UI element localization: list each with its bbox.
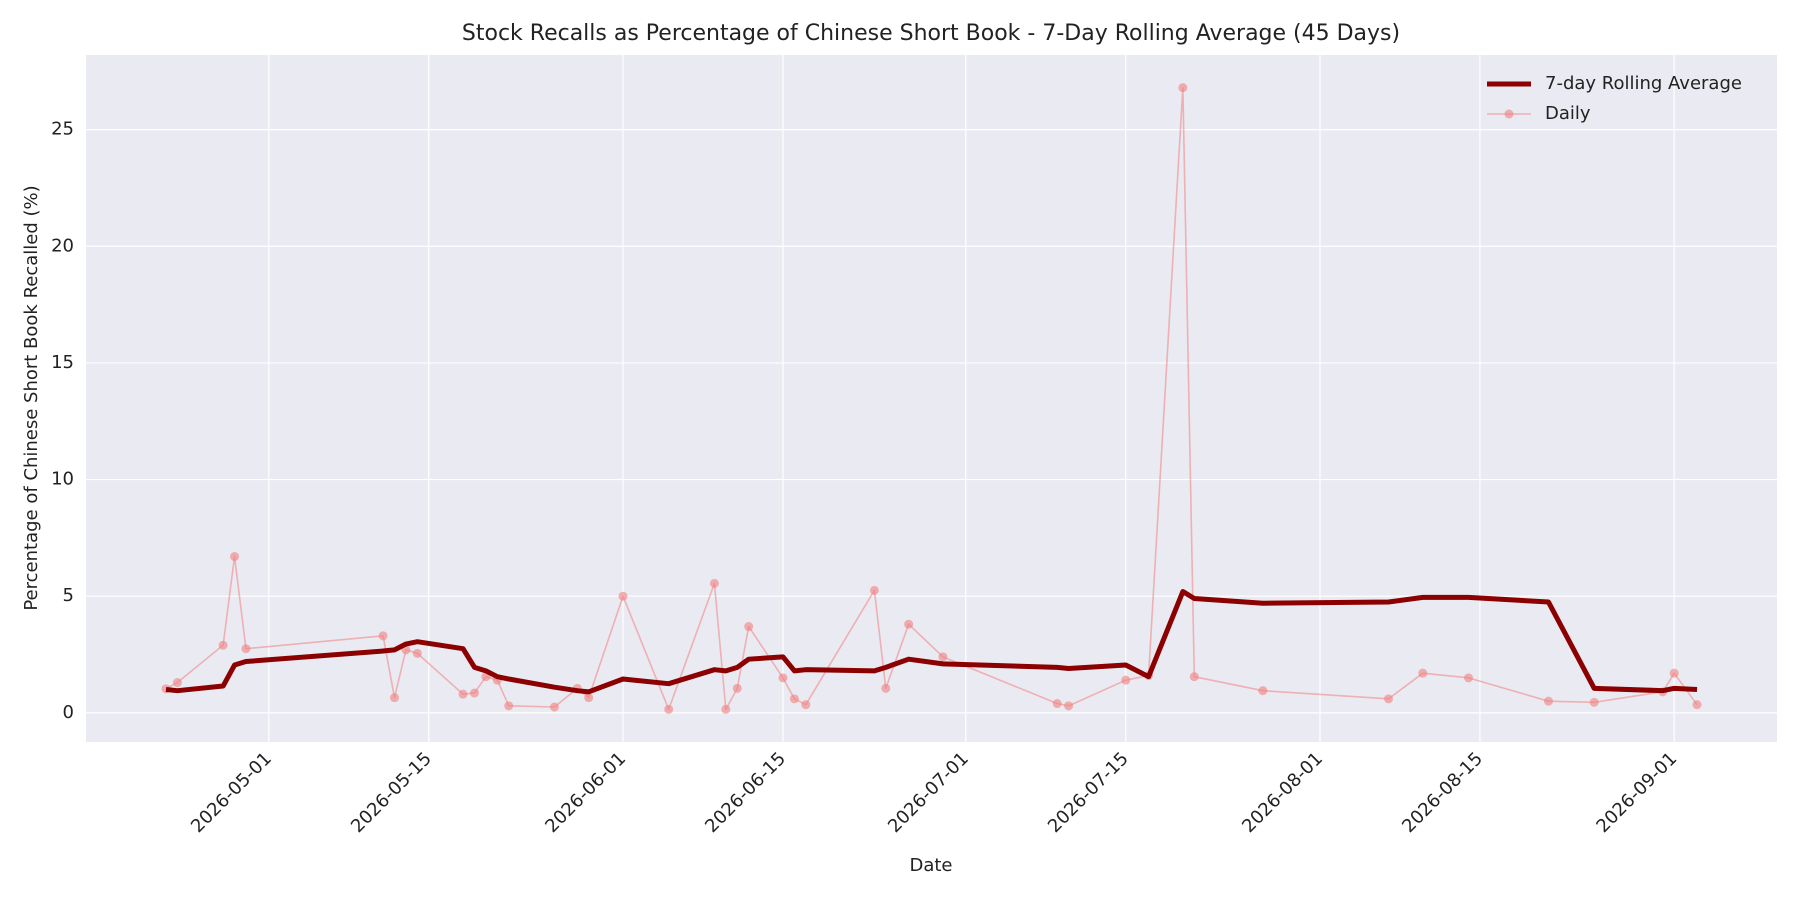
series <box>161 83 1702 714</box>
y-tick-label: 20 <box>51 235 74 256</box>
point <box>1189 672 1199 682</box>
point <box>1589 697 1599 707</box>
point <box>881 683 891 693</box>
point <box>744 622 754 632</box>
point <box>1692 700 1702 710</box>
point <box>664 704 674 714</box>
series <box>165 589 1698 695</box>
point <box>504 701 514 711</box>
y-tick-label: 25 <box>51 119 74 140</box>
point <box>938 652 948 662</box>
x-tick-label: 2026-08-01 <box>1238 748 1327 837</box>
point <box>172 678 182 688</box>
point <box>469 688 479 698</box>
x-tick-label: 2026-07-01 <box>884 748 973 837</box>
x-tick-label: 2026-05-01 <box>187 748 276 837</box>
x-tick-label: 2026-08-15 <box>1398 748 1487 837</box>
point <box>1258 686 1268 696</box>
point <box>1178 83 1188 93</box>
point <box>1543 696 1553 706</box>
point <box>1121 675 1131 685</box>
point <box>778 673 788 683</box>
point <box>458 689 468 699</box>
x-tick-label: 2026-07-15 <box>1044 748 1133 837</box>
point <box>1052 699 1062 709</box>
y-axis-label: Percentage of Chinese Short Book Recalle… <box>21 185 42 610</box>
chart-title: Stock Recalls as Percentage of Chinese S… <box>462 21 1400 46</box>
point <box>709 578 719 588</box>
x-tick-label: 2026-05-15 <box>347 748 436 837</box>
point <box>218 640 228 650</box>
point <box>412 648 422 658</box>
point <box>230 552 240 562</box>
x-tick-label: 2026-06-01 <box>541 748 630 837</box>
point <box>801 700 811 710</box>
point <box>1464 673 1474 683</box>
legend-label: Daily <box>1545 103 1591 124</box>
line <box>165 589 1698 695</box>
x-tick-label: 2026-06-15 <box>701 748 790 837</box>
point <box>389 693 399 703</box>
point <box>1384 694 1394 704</box>
point <box>732 683 742 693</box>
point <box>584 693 594 703</box>
plot-background <box>86 55 1777 742</box>
x-axis-label: Date <box>909 855 952 876</box>
point <box>904 619 914 629</box>
point <box>549 702 559 712</box>
y-tick-label: 10 <box>51 469 74 490</box>
x-tick-label: 2026-09-01 <box>1592 748 1681 837</box>
point <box>241 644 251 654</box>
point <box>1669 668 1679 678</box>
point <box>789 694 799 704</box>
y-tick-label: 0 <box>63 702 74 723</box>
point <box>618 591 628 601</box>
point <box>721 704 731 714</box>
legend-label: 7-day Rolling Average <box>1545 73 1742 94</box>
point <box>1418 668 1428 678</box>
y-tick-label: 5 <box>63 585 74 606</box>
legend-marker <box>1504 109 1514 119</box>
point <box>869 585 879 595</box>
y-tick-label: 15 <box>51 352 74 373</box>
point <box>378 631 388 641</box>
point <box>1064 701 1074 711</box>
